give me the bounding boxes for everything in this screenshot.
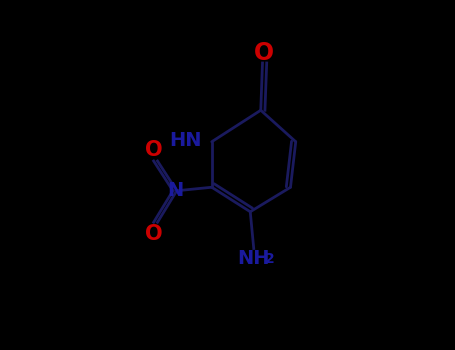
Text: HN: HN (169, 131, 201, 149)
Text: NH: NH (238, 250, 270, 268)
Text: O: O (145, 224, 163, 244)
Text: N: N (167, 181, 183, 200)
Text: O: O (254, 41, 274, 65)
Text: 2: 2 (265, 252, 274, 266)
Text: O: O (145, 140, 163, 161)
